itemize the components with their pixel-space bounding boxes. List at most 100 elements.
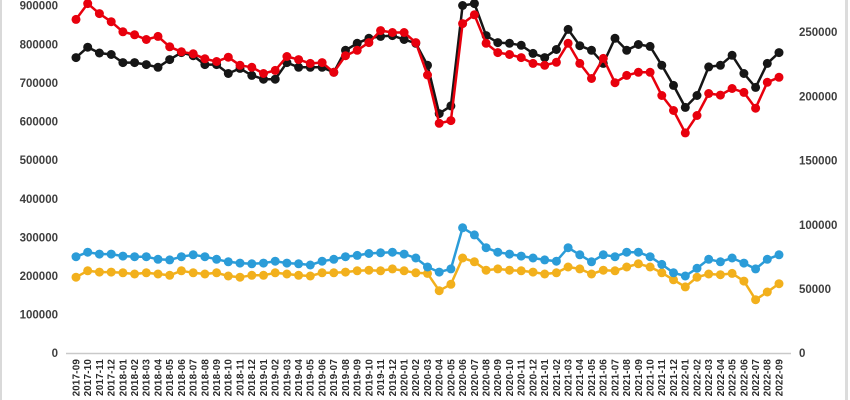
black-series-point (130, 58, 140, 68)
blue-series-point (94, 249, 104, 259)
black-series-point (399, 35, 409, 44)
yellow-series-point (563, 262, 573, 272)
x-axis-tick-label: 2018-06 (177, 359, 188, 397)
black-series-point (294, 62, 304, 72)
yellow-series-point (153, 269, 163, 279)
red-series-point (739, 87, 749, 97)
x-axis-tick-label: 2019-10 (364, 359, 375, 397)
black-series-point (762, 58, 772, 68)
red-series-point (505, 50, 514, 59)
blue-series-point (481, 243, 491, 253)
x-axis-tick-label: 2020-11 (517, 359, 528, 396)
blue-series-point (270, 256, 280, 266)
red-series-point (200, 54, 210, 64)
yellow-series-point (645, 262, 655, 272)
x-axis-tick-label: 2018-11 (235, 359, 246, 396)
black-series-point (141, 60, 151, 70)
x-axis-tick-label: 2021-02 (552, 359, 563, 397)
black-series-point (645, 41, 655, 51)
yellow-series-point (680, 282, 690, 292)
red-series-point (563, 38, 573, 48)
blue-series-point (458, 223, 468, 233)
x-axis-tick-label: 2017-12 (107, 359, 118, 397)
left-axis-tick-label: 700000 (20, 78, 58, 90)
blue-series-point (399, 249, 409, 259)
yellow-series-point (235, 272, 245, 282)
yellow-series-point (411, 268, 421, 278)
yellow-series-point (551, 268, 561, 278)
yellow-series-point (505, 265, 514, 275)
black-series-point (680, 102, 690, 112)
x-axis-tick-label: 2021-07 (610, 359, 621, 397)
blue-series-point (680, 271, 690, 281)
black-series-point (505, 38, 514, 48)
blue-series-point (739, 258, 749, 268)
blue-series-point (317, 256, 327, 266)
left-axis-tick-label: 900000 (20, 1, 58, 13)
yellow-series-point (259, 270, 268, 280)
black-series-point (71, 53, 81, 63)
red-series-point (633, 67, 643, 77)
red-series-point (317, 58, 327, 68)
x-axis-tick-label: 2020-05 (446, 359, 457, 397)
yellow-series-point (188, 268, 198, 278)
x-axis-tick-label: 2020-08 (481, 359, 492, 397)
red-series-point (645, 67, 655, 77)
red-series-point (446, 116, 456, 126)
yellow-series-point (352, 266, 362, 276)
yellow-series-point (575, 264, 585, 274)
yellow-series-point (704, 269, 714, 279)
left-edge-border (0, 0, 2, 400)
red-series-point (458, 19, 468, 29)
x-axis-tick-label: 2017-09 (71, 359, 82, 397)
red-series-point (130, 30, 140, 40)
x-axis-tick-label: 2022-02 (692, 359, 703, 397)
yellow-series-point (434, 286, 444, 296)
red-series-point (715, 90, 725, 100)
blue-series-point (223, 257, 233, 267)
x-axis-tick-label: 2022-08 (763, 359, 774, 397)
blue-series-point (434, 267, 444, 277)
left-axis-tick-label: 600000 (20, 117, 58, 129)
blue-series-point (423, 262, 432, 272)
blue-series-point (751, 264, 761, 274)
yellow-series-point (727, 268, 737, 278)
x-axis-tick-label: 2017-11 (95, 359, 106, 396)
x-axis-tick-label: 2019-08 (341, 359, 352, 397)
x-axis-tick-label: 2021-04 (575, 359, 586, 397)
blue-series-point (774, 250, 784, 260)
red-series-point (341, 51, 350, 61)
yellow-series-point (106, 267, 116, 277)
yellow-series-point (270, 268, 280, 278)
right-axis-tick-label: 250000 (799, 27, 837, 39)
red-series-point (106, 17, 116, 27)
yellow-series-point (739, 276, 749, 286)
red-series-point (493, 48, 503, 58)
yellow-series-point (587, 269, 596, 279)
red-series-point (364, 38, 374, 48)
yellow-series-point (176, 266, 186, 276)
red-series-point (212, 57, 222, 66)
x-axis-tick-label: 2022-09 (774, 359, 785, 397)
blue-series-point (259, 258, 268, 268)
yellow-series-point (458, 253, 468, 263)
blue-series-point (645, 252, 655, 262)
left-axis-tick-label: 400000 (20, 194, 58, 206)
blue-series-point (329, 254, 339, 264)
red-series-point (83, 0, 93, 9)
red-series-point (176, 47, 186, 57)
black-series (71, 0, 784, 119)
blue-series-point (141, 252, 151, 262)
black-series-point (106, 50, 116, 59)
blue-series-point (563, 243, 573, 253)
x-axis-tick-label: 2020-04 (435, 359, 446, 397)
blue-series-point (130, 252, 140, 262)
x-axis-tick-label: 2018-10 (224, 359, 235, 397)
red-series-point (118, 27, 128, 37)
yellow-series-point (762, 287, 772, 297)
x-axis-tick-label: 2021-03 (564, 359, 575, 397)
x-axis-tick-label: 2019-05 (306, 359, 317, 397)
blue-series-point (376, 248, 386, 258)
yellow-series-point (423, 268, 432, 278)
